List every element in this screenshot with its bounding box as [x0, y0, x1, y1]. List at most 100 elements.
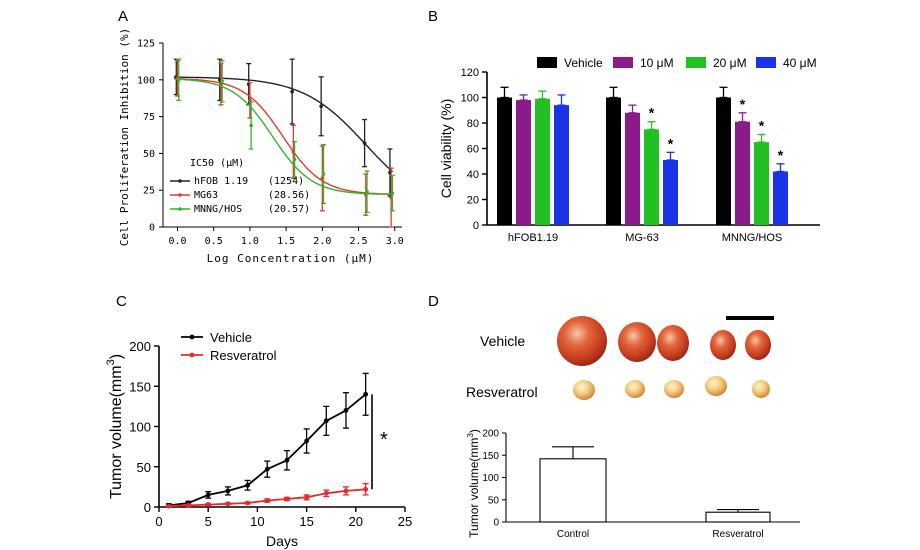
- b-significance-star: *: [778, 147, 784, 163]
- photo-label-vehicle: Vehicle: [480, 333, 525, 349]
- vehicle-tumor-4: [710, 330, 736, 360]
- a-y-tick-label: 0: [149, 223, 155, 234]
- c-data-point-1-9: [343, 488, 349, 494]
- c-y-axis-label: Tumor volume(mm3): [105, 354, 125, 499]
- a-y-tick-label: 75: [143, 112, 155, 123]
- c-data-point-0-2: [205, 492, 211, 498]
- b-bar-0-2: [535, 98, 550, 225]
- vehicle-tumor-2: [618, 322, 656, 362]
- b-y-axis-label: Cell viability (%): [438, 99, 454, 199]
- b-legend-swatch-0: [537, 57, 557, 68]
- a-legend-name-0: hFOB 1.19: [194, 176, 248, 187]
- c-legend-label-1: Resveratrol: [210, 348, 277, 363]
- c-series-line-1: [168, 488, 366, 508]
- c-x-tick-label: 15: [299, 514, 313, 529]
- a-data-point-0-3: [290, 89, 294, 94]
- a-y-tick-label: 25: [143, 186, 155, 197]
- c-legend-label-0: Vehicle: [210, 330, 252, 345]
- d-y-axis-label-sup: 3: [466, 433, 475, 438]
- a-y-tick-label: 100: [137, 75, 155, 86]
- d-y-tick-label: 200: [482, 429, 499, 440]
- c-x-tick-label: 5: [205, 514, 212, 529]
- b-y-tick-label: 40: [467, 169, 479, 181]
- b-y-tick-label: 60: [467, 144, 479, 156]
- c-data-point-0-4: [245, 482, 250, 488]
- c-data-point-1-8: [323, 490, 329, 496]
- a-legend-name-2: MNNG/HOS: [194, 204, 242, 215]
- c-x-tick-label: 20: [349, 514, 363, 529]
- c-data-point-1-2: [205, 502, 211, 507]
- c-data-point-1-4: [245, 500, 250, 506]
- c-data-point-0-5: [264, 466, 270, 472]
- a-legend-ic50-0: (1254): [268, 176, 304, 187]
- c-series-line-0: [168, 393, 367, 507]
- vehicle-tumor-3: [657, 325, 689, 361]
- a-x-axis-label: Log Concentration (μM): [207, 252, 375, 265]
- c-x-axis-label: Days: [266, 533, 298, 549]
- b-bar-1-2: [644, 129, 659, 225]
- d-y-tick-label: 50: [488, 495, 500, 506]
- a-data-point-0-4: [319, 104, 323, 109]
- d-bar-1: [705, 511, 771, 523]
- b-legend-swatch-1: [613, 57, 633, 68]
- a-x-tick-label: 1.5: [277, 236, 295, 247]
- c-data-point-0-7: [304, 438, 309, 444]
- c-legend-marker-0: [189, 334, 195, 340]
- panel-c-tumor-growth-chart: 0 50 100 150 200 0 5 10 15 20 25 Days Tumor volume(m…: [105, 330, 412, 549]
- d-bar-0: [539, 458, 607, 523]
- tumor-photograph: [552, 306, 784, 410]
- b-significance-star: *: [740, 96, 746, 112]
- a-legend-title: IC50 (μM): [190, 158, 244, 169]
- panel-label-d: D: [428, 293, 439, 310]
- a-legend-marker-0: [178, 179, 182, 183]
- a-data-point-2-6: [390, 191, 395, 195]
- resveratrol-tumor-4: [705, 376, 727, 396]
- c-y-axis-label-main: Tumor volume(mm: [108, 365, 125, 499]
- c-x-tick-label: 0: [155, 514, 162, 529]
- b-bar-2-2: [754, 142, 769, 225]
- c-data-point-0-6: [284, 457, 290, 463]
- c-data-point-1-10: [363, 486, 369, 492]
- b-y-tick-label: 0: [473, 220, 479, 232]
- d-y-axis-label-main: Tumor volume(mm: [467, 438, 481, 538]
- d-y-axis-label: Tumor volume(mm3): [466, 429, 481, 538]
- resveratrol-tumor-3: [664, 380, 684, 398]
- a-x-tick-label: 0.5: [205, 236, 223, 247]
- a-x-tick-label: 0.0: [168, 236, 186, 247]
- b-y-tick-label: 80: [467, 118, 479, 130]
- b-bar-1-0: [606, 97, 621, 225]
- c-data-point-1-6: [284, 496, 290, 502]
- c-significance-star: *: [380, 429, 388, 451]
- vehicle-tumor-1: [557, 316, 607, 366]
- c-y-tick-label: 100: [129, 420, 151, 435]
- c-y-tick-label: 0: [144, 500, 151, 515]
- a-data-point-2-1: [220, 79, 224, 84]
- c-legend-marker-1: [189, 352, 195, 358]
- d-y-tick-label: 100: [482, 473, 499, 484]
- c-data-point-0-3: [225, 488, 231, 494]
- panel-b-viability-bar-chart: 0 20 40 60 80 100 120 Cell viability (%) hFOB1.1…: [438, 56, 820, 244]
- resveratrol-tumor-1: [573, 380, 595, 400]
- panel-label-c: C: [116, 293, 127, 310]
- b-bar-2-0: [716, 97, 731, 225]
- a-data-point-2-4: [321, 172, 326, 176]
- a-x-tick-label: 3.0: [386, 236, 404, 247]
- c-data-point-1-7: [304, 494, 309, 500]
- c-y-axis-label-end: ): [108, 354, 125, 359]
- c-y-tick-label: 200: [129, 339, 151, 354]
- c-data-point-0-8: [323, 418, 329, 424]
- d-y-tick-label: 150: [482, 451, 499, 462]
- a-data-point-2-5: [365, 189, 369, 194]
- c-x-tick-label: 10: [250, 514, 264, 529]
- c-x-tick-label: 25: [398, 514, 412, 529]
- a-legend-marker-2: [178, 207, 182, 211]
- b-bar-0-1: [516, 100, 531, 225]
- a-data-point-2-0: [176, 78, 181, 82]
- panel-a-dose-response-chart: 0 25 50 75 100 125 0.0 0.5 1.0 1.5 2.0 2.5 3.0 Log Co…: [118, 28, 404, 265]
- a-y-tick-label: 50: [143, 149, 155, 160]
- panel-label-b: B: [428, 8, 438, 25]
- b-legend-label-1: 10 μM: [640, 56, 674, 70]
- c-y-axis-label-sup: 3: [105, 359, 117, 365]
